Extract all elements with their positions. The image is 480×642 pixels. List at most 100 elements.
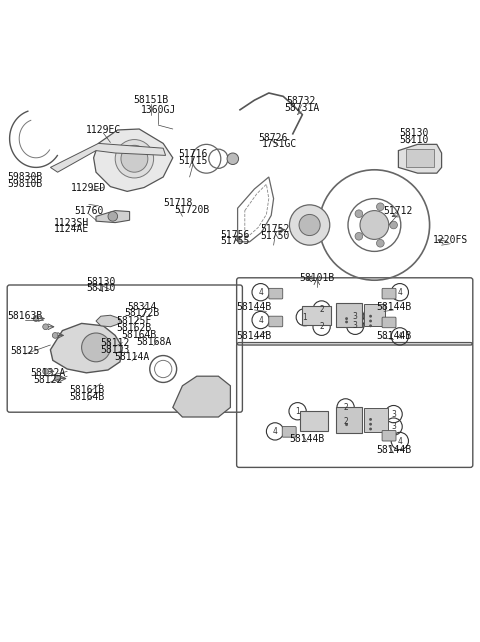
- Circle shape: [289, 205, 330, 245]
- Text: 2: 2: [343, 417, 348, 426]
- Text: 58112: 58112: [100, 338, 130, 348]
- Circle shape: [227, 153, 239, 164]
- Text: 4: 4: [397, 437, 402, 446]
- Text: 3: 3: [391, 422, 396, 431]
- Text: 3: 3: [391, 410, 396, 419]
- Text: 1129ED: 1129ED: [71, 182, 107, 193]
- Text: 51750: 51750: [260, 230, 289, 241]
- Text: 51715: 51715: [178, 155, 208, 166]
- Text: 58144B: 58144B: [376, 445, 411, 455]
- Circle shape: [82, 333, 110, 362]
- Circle shape: [43, 369, 48, 374]
- Text: 58151B: 58151B: [133, 95, 169, 105]
- Circle shape: [115, 139, 154, 178]
- Circle shape: [369, 423, 372, 426]
- Text: 58172B: 58172B: [124, 308, 159, 318]
- Polygon shape: [94, 129, 173, 191]
- Circle shape: [33, 316, 39, 322]
- Bar: [364, 408, 388, 432]
- Text: 58144B: 58144B: [289, 433, 325, 444]
- Text: 51752: 51752: [260, 224, 289, 234]
- Text: 58132A: 58132A: [30, 368, 66, 378]
- Bar: [336, 407, 362, 433]
- Circle shape: [390, 221, 397, 229]
- Text: 1124AE: 1124AE: [53, 224, 89, 234]
- Text: 1: 1: [295, 407, 300, 416]
- FancyBboxPatch shape: [382, 430, 396, 441]
- Text: 58161B: 58161B: [70, 385, 105, 395]
- Circle shape: [345, 317, 348, 320]
- Text: 58125: 58125: [10, 346, 40, 356]
- Circle shape: [355, 232, 363, 240]
- Text: 51718: 51718: [163, 198, 192, 209]
- Text: 58144B: 58144B: [376, 302, 411, 311]
- Polygon shape: [96, 315, 120, 327]
- Circle shape: [55, 376, 60, 381]
- Text: 58732: 58732: [287, 96, 316, 106]
- Text: 4: 4: [397, 288, 402, 297]
- Text: 51755: 51755: [220, 236, 250, 247]
- Text: 2: 2: [343, 403, 348, 412]
- Text: 51712: 51712: [384, 205, 413, 216]
- Text: 58144B: 58144B: [237, 302, 272, 311]
- Circle shape: [369, 418, 372, 421]
- Text: 58130: 58130: [399, 128, 429, 138]
- Text: 58144B: 58144B: [237, 331, 272, 342]
- Text: 2: 2: [319, 322, 324, 331]
- Text: 58164B: 58164B: [70, 392, 105, 402]
- Text: 2: 2: [319, 305, 324, 314]
- FancyBboxPatch shape: [269, 317, 283, 327]
- Text: 1: 1: [302, 313, 307, 322]
- Bar: [300, 412, 328, 431]
- Circle shape: [369, 315, 372, 318]
- Circle shape: [299, 214, 320, 236]
- Text: 58726: 58726: [258, 133, 288, 143]
- Text: 58101B: 58101B: [299, 273, 335, 282]
- Text: 3: 3: [353, 312, 358, 321]
- Text: 1220FS: 1220FS: [432, 236, 468, 245]
- Circle shape: [376, 239, 384, 247]
- Text: 58122: 58122: [33, 374, 63, 385]
- FancyBboxPatch shape: [382, 317, 396, 327]
- Polygon shape: [173, 376, 230, 417]
- FancyBboxPatch shape: [269, 288, 283, 299]
- Text: 58164B: 58164B: [121, 331, 157, 340]
- Text: 4: 4: [258, 315, 263, 325]
- Circle shape: [52, 333, 58, 338]
- Polygon shape: [398, 144, 442, 173]
- Circle shape: [376, 203, 384, 211]
- Bar: [336, 303, 362, 327]
- Circle shape: [108, 212, 118, 221]
- Text: 58125F: 58125F: [116, 316, 151, 326]
- Circle shape: [360, 211, 389, 239]
- Text: 59830B: 59830B: [7, 172, 43, 182]
- Circle shape: [369, 320, 372, 322]
- Polygon shape: [50, 324, 122, 373]
- Text: 51760: 51760: [74, 205, 104, 216]
- Circle shape: [121, 145, 148, 172]
- Bar: [406, 149, 434, 168]
- Text: 1123SH: 1123SH: [53, 218, 89, 228]
- Text: 1129EC: 1129EC: [85, 125, 121, 135]
- Text: 58114A: 58114A: [114, 352, 150, 363]
- Text: 58130: 58130: [86, 277, 116, 286]
- Text: 4: 4: [273, 427, 277, 436]
- Text: 58110: 58110: [86, 283, 116, 293]
- Text: 1360GJ: 1360GJ: [141, 105, 176, 115]
- Text: 4: 4: [258, 288, 263, 297]
- Circle shape: [345, 423, 348, 426]
- Polygon shape: [50, 143, 166, 172]
- Text: 58163B: 58163B: [7, 311, 43, 321]
- Text: 4: 4: [397, 332, 402, 341]
- Text: 58110: 58110: [399, 135, 429, 144]
- Text: 51716: 51716: [178, 149, 208, 159]
- Circle shape: [369, 324, 372, 327]
- Text: 51756: 51756: [220, 230, 250, 239]
- Polygon shape: [96, 211, 130, 223]
- Text: 1751GC: 1751GC: [262, 139, 297, 150]
- Circle shape: [43, 324, 48, 329]
- FancyBboxPatch shape: [382, 288, 396, 299]
- Text: 58144B: 58144B: [376, 331, 411, 342]
- Text: 58162B: 58162B: [116, 323, 151, 333]
- FancyBboxPatch shape: [282, 426, 296, 437]
